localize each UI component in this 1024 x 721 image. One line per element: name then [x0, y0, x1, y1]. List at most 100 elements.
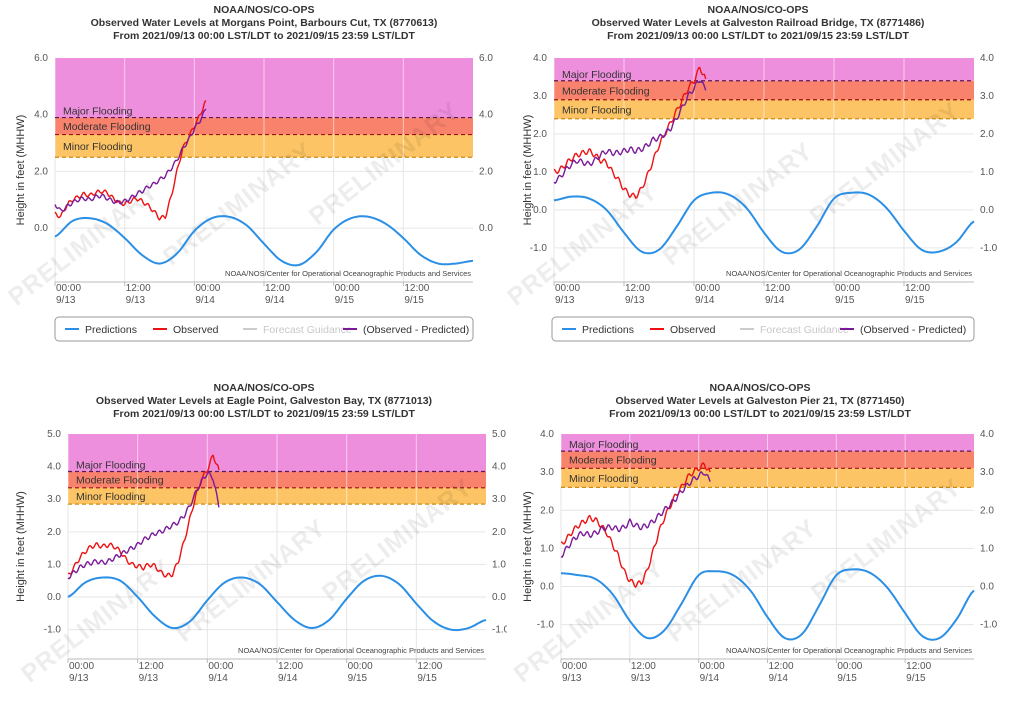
observed-line: [553, 66, 707, 199]
legend-box: [54, 316, 474, 342]
x-tick-date: 9/14: [265, 295, 285, 306]
plot-area: Major Flooding Moderate Flooding Minor Flo…: [3, 53, 493, 342]
chart-title: Observed Water Levels at Morgans Point, …: [91, 17, 438, 29]
y-tick-left: 1.0: [47, 559, 61, 570]
x-tick-date: 9/15: [348, 673, 368, 684]
x-tick-date: 9/13: [139, 673, 159, 684]
x-tick-time: 00:00: [348, 661, 373, 672]
y-tick-right: 4.0: [980, 53, 994, 64]
chart-svg: NOAA/NOS/CO-OPS Observed Water Levels at…: [15, 382, 507, 688]
chart-svg: NOAA/NOS/CO-OPS Observed Water Levels at…: [507, 4, 998, 342]
residual-line: [560, 471, 711, 558]
legend-predictions-label: Predictions: [582, 324, 634, 336]
y-tick-left: 0.0: [47, 592, 61, 603]
x-tick-time: 00:00: [335, 283, 360, 294]
chart-period: From 2021/09/13 00:00 LST/LDT to 2021/09…: [113, 408, 415, 420]
chart-title: Observed Water Levels at Galveston Pier …: [615, 395, 904, 407]
y-tick-left: 4.0: [34, 110, 48, 121]
y-tick-left: 0.0: [540, 582, 554, 593]
predictions-line: [54, 215, 474, 267]
y-tick-right: 5.0: [492, 429, 506, 440]
y-tick-left: 2.0: [47, 527, 61, 538]
y-tick-right: 2.0: [479, 166, 493, 177]
major-flood-label: Major Flooding: [76, 460, 146, 472]
y-tick-right: 3.0: [492, 494, 506, 505]
observed-line: [67, 454, 220, 578]
chart-panel-galveston-pier-21: NOAA/NOS/CO-OPS Observed Water Levels at…: [507, 378, 1024, 721]
y-tick-right: 4.0: [980, 429, 994, 440]
x-tick-date: 9/13: [625, 295, 645, 306]
x-tick-time: 12:00: [278, 661, 303, 672]
x-tick-time: 00:00: [837, 661, 862, 672]
y-tick-right: -1.0: [980, 620, 998, 631]
x-tick-date: 9/13: [562, 673, 582, 684]
predictions-line: [560, 568, 975, 641]
major-flood-label: Major Flooding: [562, 69, 632, 81]
x-tick-date: 9/14: [700, 673, 720, 684]
x-tick-time: 12:00: [404, 283, 429, 294]
y-tick-right: 4.0: [492, 462, 506, 473]
x-tick-time: 00:00: [69, 661, 94, 672]
chart-period: From 2021/09/13 00:00 LST/LDT to 2021/09…: [113, 30, 415, 42]
x-tick-date: 9/14: [695, 295, 715, 306]
x-tick-time: 00:00: [555, 283, 580, 294]
minor-flood-label: Minor Flooding: [562, 104, 632, 116]
chart-title: Observed Water Levels at Eagle Point, Ga…: [96, 395, 432, 407]
major-flood-label: Major Flooding: [63, 106, 133, 118]
x-tick-date: 9/15: [835, 295, 855, 306]
y-tick-left: 0.0: [533, 205, 547, 216]
x-tick-date: 9/15: [837, 673, 857, 684]
y-tick-left: 3.0: [47, 494, 61, 505]
moderate-flood-label: Moderate Flooding: [562, 85, 650, 97]
chart-agency: NOAA/NOS/CO-OPS: [214, 382, 315, 394]
y-tick-right: 1.0: [980, 167, 994, 178]
chart-svg: NOAA/NOS/CO-OPS Observed Water Levels at…: [3, 4, 493, 342]
y-tick-right: 1.0: [492, 559, 506, 570]
chart-panel-galveston-railroad-bridge: NOAA/NOS/CO-OPS Observed Water Levels at…: [507, 0, 1024, 350]
y-tick-left: 6.0: [34, 53, 48, 64]
residual-line: [54, 108, 207, 212]
y-tick-right: 0.0: [479, 223, 493, 234]
y-tick-left: 4.0: [533, 53, 547, 64]
y-axis-label: Height in feet (MHHW): [522, 115, 534, 226]
y-tick-left: 5.0: [47, 429, 61, 440]
y-tick-left: 1.0: [533, 167, 547, 178]
residual-line: [553, 80, 707, 184]
chart-title: Observed Water Levels at Galveston Railr…: [592, 17, 925, 29]
chart-agency: NOAA/NOS/CO-OPS: [214, 4, 315, 16]
chart-panel-morgans-point: NOAA/NOS/CO-OPS Observed Water Levels at…: [0, 0, 507, 350]
y-tick-right: 2.0: [980, 505, 994, 516]
x-tick-time: 12:00: [769, 661, 794, 672]
y-tick-right: 2.0: [980, 129, 994, 140]
plot-area: Major Flooding Moderate Flooding Minor Flo…: [509, 429, 998, 688]
y-tick-left: 4.0: [540, 429, 554, 440]
x-tick-date: 9/13: [56, 295, 76, 306]
x-tick-date: 9/14: [769, 673, 789, 684]
x-tick-date: 9/13: [631, 673, 651, 684]
y-tick-right: 0.0: [492, 592, 506, 603]
plot-area: Major Flooding Moderate Flooding Minor Flo…: [15, 429, 507, 688]
y-tick-left: 2.0: [533, 129, 547, 140]
y-tick-left: 0.0: [34, 223, 48, 234]
x-tick-time: 12:00: [265, 283, 290, 294]
chart-period: From 2021/09/13 00:00 LST/LDT to 2021/09…: [609, 408, 911, 420]
y-tick-left: 2.0: [34, 166, 48, 177]
chart-agency: NOAA/NOS/CO-OPS: [710, 382, 811, 394]
x-tick-time: 12:00: [765, 283, 790, 294]
observed-line: [560, 462, 711, 588]
x-tick-date: 9/14: [278, 673, 298, 684]
y-tick-left: 3.0: [533, 91, 547, 102]
y-tick-right: -1.0: [980, 243, 998, 254]
credit-text: NOAA/NOS/Center for Operational Oceanogr…: [726, 269, 972, 278]
chart-svg: NOAA/NOS/CO-OPS Observed Water Levels at…: [509, 382, 998, 688]
y-tick-left: 4.0: [47, 462, 61, 473]
y-tick-left: 1.0: [540, 543, 554, 554]
y-axis-label: Height in feet (MHHW): [15, 491, 27, 602]
y-tick-left: -1.0: [537, 620, 555, 631]
legend: Predictions Observed Forecast Guidance (Obs…: [551, 316, 975, 342]
x-tick-time: 12:00: [417, 661, 442, 672]
chart-period: From 2021/09/13 00:00 LST/LDT to 2021/09…: [607, 30, 909, 42]
x-tick-date: 9/15: [404, 295, 424, 306]
legend-residual-label: (Observed - Predicted): [860, 324, 966, 336]
legend-box: [551, 316, 975, 342]
